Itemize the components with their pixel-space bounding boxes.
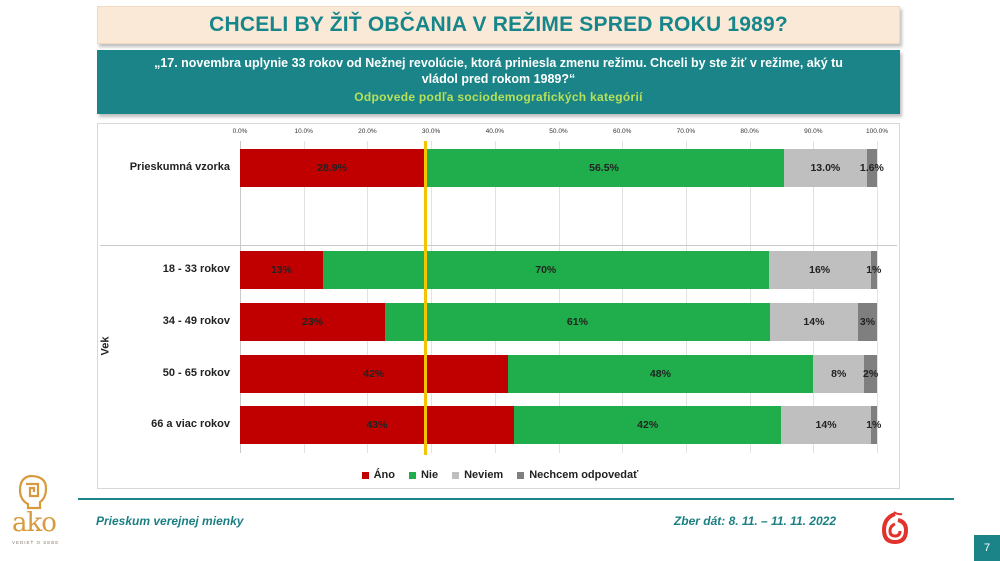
legend-swatch: [452, 471, 460, 479]
logo-text: ako: [12, 508, 57, 538]
stacked-bar: 28.9% 56.5% 13.0% 1.6%: [240, 149, 884, 187]
bar-segment-neviem: 8%: [813, 355, 865, 393]
footer-divider: [78, 498, 954, 500]
footer-collection-date: Zber dát: 8. 11. – 11. 11. 2022: [673, 514, 836, 528]
footer-survey-name: Prieskum verejnej mienky: [96, 514, 244, 528]
bar-segment-nech: 1.6%: [860, 149, 884, 187]
bar-segment-ano: 23%: [240, 303, 386, 341]
legend-item: Áno: [361, 469, 395, 481]
x-tick-label: 80.0%: [740, 128, 759, 135]
legend-label: Áno: [373, 469, 395, 481]
legend-item: Neviem: [452, 469, 503, 481]
x-tick-label: 50.0%: [549, 128, 568, 135]
legend-label: Nechcem odpovedať: [529, 469, 639, 481]
category-label: 66 a viac rokov: [151, 418, 230, 430]
bar-segment-nech: 3%: [858, 303, 877, 341]
age-group-label: Vek: [99, 336, 112, 356]
bar-segment-neviem: 14%: [769, 303, 859, 341]
x-tick-label: 30.0%: [421, 128, 441, 135]
x-tick-label: 60.0%: [612, 128, 632, 135]
legend-swatch: [517, 471, 525, 479]
ako-logo-icon: [18, 474, 48, 510]
bar-segment-neviem: 14%: [781, 406, 871, 444]
bar-segment-nech: 1%: [866, 406, 881, 444]
category-label: 50 - 65 rokov: [162, 367, 230, 379]
brand-swirl-icon: [881, 511, 909, 545]
category-label: 34 - 49 rokov: [162, 315, 230, 327]
gridline: [877, 141, 878, 453]
legend-swatch: [361, 471, 369, 479]
bar-segment-neviem: 16%: [768, 251, 871, 289]
x-tick-label: 70.0%: [676, 128, 696, 135]
logo-tagline: VEDIEŤ O SEBE: [12, 540, 60, 545]
bar-segment-neviem: 13.0%: [783, 149, 867, 187]
bar-segment-ano: 43%: [240, 406, 514, 444]
legend-item: Nie: [408, 469, 439, 481]
gridline: [749, 141, 751, 453]
x-tick-label: 100.0%: [865, 128, 889, 135]
gridline: [431, 141, 433, 453]
x-tick-label: 10.0%: [294, 128, 313, 135]
legend-label: Nie: [420, 469, 439, 481]
x-tick-label: 20.0%: [358, 128, 377, 135]
bar-segment-nech: 1%: [866, 251, 881, 289]
legend-label: Neviem: [464, 469, 504, 481]
legend-item: Nechcem odpovedať: [517, 469, 638, 481]
gridline: [685, 141, 687, 453]
question-banner: „17. novembra uplynie 33 rokov od Nežnej…: [97, 50, 900, 114]
gridline: [367, 141, 369, 453]
legend: Áno Nie Neviem Nechcem odpovedať: [0, 469, 1000, 481]
title-banner: CHCELI BY ŽIŤ OBČANIA V REŽIME SPRED ROK…: [97, 6, 900, 44]
x-tick-label: 40.0%: [485, 128, 505, 135]
gridline: [622, 141, 624, 453]
bar-segment-nie: 56.5%: [424, 149, 784, 187]
bar-segment-nie: 42%: [513, 406, 782, 444]
bar-segment-nie: 70%: [322, 251, 769, 289]
gridline: [494, 141, 496, 453]
gridline: [813, 141, 815, 453]
bar-segment-ano: 42%: [240, 355, 508, 393]
stacked-bar: 13% 70% 16% 1%: [240, 251, 881, 289]
category-label: Prieskumná vzorka: [129, 161, 230, 173]
category-axis-line: [240, 141, 241, 453]
bar-segment-ano: 28.9%: [240, 149, 425, 187]
x-tick-label: 90.0%: [804, 128, 823, 135]
category-label: 18 - 33 rokov: [162, 263, 230, 275]
bar-segment-ano: 13%: [240, 251, 323, 289]
stacked-bar: 42% 48% 8% 2%: [240, 355, 878, 393]
page-number: 7: [974, 535, 1000, 561]
stacked-bar: 23% 61% 14% 3%: [240, 303, 877, 341]
x-tick-label: 0.0%: [232, 128, 248, 135]
gridline: [303, 141, 305, 453]
legend-swatch: [408, 471, 416, 479]
group-separator: [100, 245, 897, 246]
page-title: CHCELI BY ŽIŤ OBČANIA V REŽIME SPRED ROK…: [209, 13, 788, 36]
question-subtitle: Odpovede podľa sociodemografických kateg…: [354, 90, 643, 104]
survey-question: „17. novembra uplynie 33 rokov od Nežnej…: [154, 56, 843, 86]
reference-line: [424, 141, 427, 455]
bar-segment-nech: 2%: [863, 355, 878, 393]
bar-segment-nie: 48%: [507, 355, 814, 393]
gridline: [558, 141, 560, 453]
stacked-bar: 43% 42% 14% 1%: [240, 406, 881, 444]
bar-segment-nie: 61%: [385, 303, 770, 341]
